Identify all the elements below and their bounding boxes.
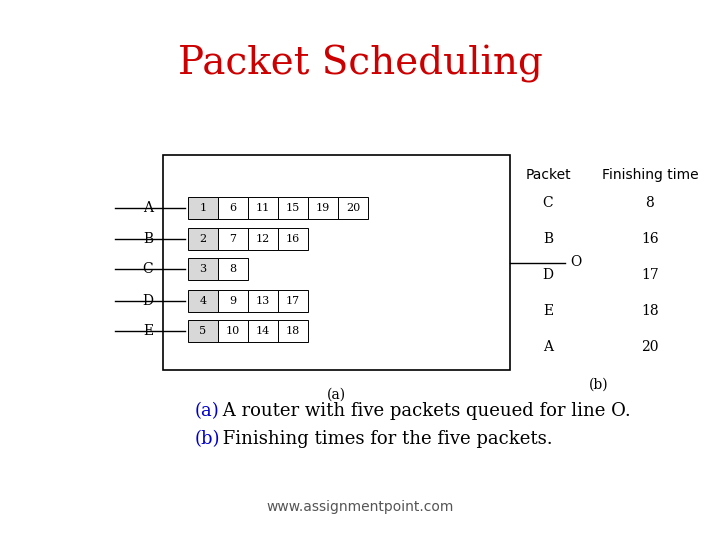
Bar <box>218 258 248 280</box>
Text: 18: 18 <box>642 304 659 318</box>
Text: 13: 13 <box>256 296 270 306</box>
Bar <box>218 290 248 312</box>
Bar <box>188 290 218 312</box>
Text: 8: 8 <box>646 196 654 210</box>
Text: 19: 19 <box>316 203 330 213</box>
Text: 12: 12 <box>256 234 270 244</box>
Text: 5: 5 <box>199 326 207 336</box>
Bar <box>218 228 248 250</box>
Bar <box>248 320 278 342</box>
Text: D: D <box>542 268 554 282</box>
Bar <box>308 197 338 219</box>
Text: 8: 8 <box>230 264 237 274</box>
Text: 20: 20 <box>642 340 659 354</box>
Text: E: E <box>543 304 553 318</box>
Text: (a): (a) <box>195 402 220 420</box>
Text: B: B <box>143 232 153 246</box>
Text: 3: 3 <box>199 264 207 274</box>
Text: Packet Scheduling: Packet Scheduling <box>178 45 542 83</box>
Bar <box>163 155 510 370</box>
Bar <box>278 228 308 250</box>
Text: 9: 9 <box>230 296 237 306</box>
Text: Packet: Packet <box>525 168 571 182</box>
Text: 7: 7 <box>230 234 236 244</box>
Text: (b): (b) <box>589 378 609 392</box>
Bar <box>188 320 218 342</box>
Text: 1: 1 <box>199 203 207 213</box>
Text: 4: 4 <box>199 296 207 306</box>
Bar <box>338 197 368 219</box>
Bar <box>278 290 308 312</box>
Text: 18: 18 <box>286 326 300 336</box>
Bar <box>248 228 278 250</box>
Text: 16: 16 <box>286 234 300 244</box>
Text: A router with five packets queued for line O.: A router with five packets queued for li… <box>217 402 631 420</box>
Bar <box>188 197 218 219</box>
Text: C: C <box>543 196 553 210</box>
Text: C: C <box>143 262 153 276</box>
Text: 6: 6 <box>230 203 237 213</box>
Bar <box>278 320 308 342</box>
Bar <box>218 320 248 342</box>
Bar <box>248 197 278 219</box>
Text: 11: 11 <box>256 203 270 213</box>
Text: 17: 17 <box>286 296 300 306</box>
Text: 20: 20 <box>346 203 360 213</box>
Text: 2: 2 <box>199 234 207 244</box>
Text: 16: 16 <box>642 232 659 246</box>
Text: A: A <box>143 201 153 215</box>
Bar <box>218 197 248 219</box>
Text: (a): (a) <box>327 388 346 402</box>
Text: 10: 10 <box>226 326 240 336</box>
Text: (b): (b) <box>195 430 220 448</box>
Text: B: B <box>543 232 553 246</box>
Text: E: E <box>143 324 153 338</box>
Text: 15: 15 <box>286 203 300 213</box>
Bar <box>188 258 218 280</box>
Text: D: D <box>142 294 153 308</box>
Text: 17: 17 <box>641 268 659 282</box>
Text: www.assignmentpoint.com: www.assignmentpoint.com <box>266 500 454 514</box>
Text: Finishing times for the five packets.: Finishing times for the five packets. <box>217 430 553 448</box>
Text: Finishing time: Finishing time <box>602 168 698 182</box>
Text: 14: 14 <box>256 326 270 336</box>
Bar <box>278 197 308 219</box>
Bar <box>248 290 278 312</box>
Bar <box>188 228 218 250</box>
Text: O: O <box>570 255 581 269</box>
Text: A: A <box>543 340 553 354</box>
